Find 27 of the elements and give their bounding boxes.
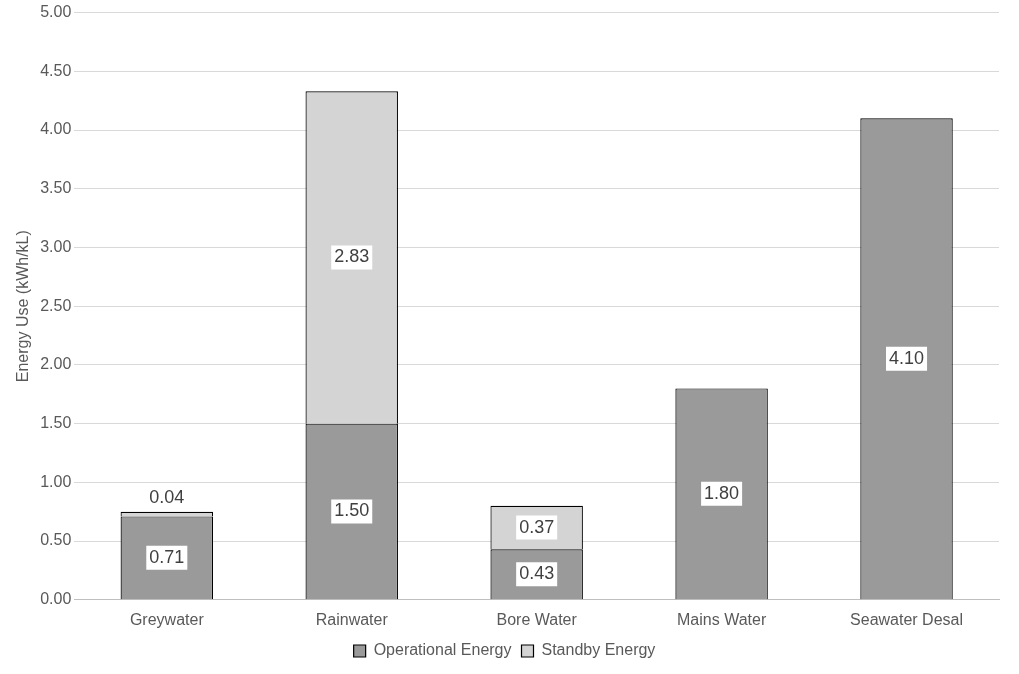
y-tick-label: 2.00 [40, 355, 72, 373]
y-axis-title: Energy Use (kWh/kL) [14, 230, 32, 383]
data-label: 0.71 [149, 546, 185, 567]
data-label: 0.04 [149, 486, 185, 507]
data-label: 0.43 [519, 563, 555, 584]
y-tick-label: 3.50 [40, 179, 72, 197]
data-label: 4.10 [889, 347, 925, 368]
y-tick-label: 1.50 [40, 414, 72, 432]
y-tick-label: 5.00 [40, 3, 72, 21]
x-tick-label: Seawater Desal [850, 610, 964, 628]
data-label: 1.80 [704, 482, 740, 503]
data-label: 1.50 [334, 500, 370, 521]
x-tick-label: Bore Water [496, 610, 578, 628]
y-tick-label: 3.00 [40, 237, 72, 255]
x-tick-label: Rainwater [315, 610, 389, 628]
y-tick-label: 1.00 [40, 472, 72, 490]
y-tick-label: 4.50 [40, 61, 72, 79]
legend-label: Standby Energy [541, 641, 656, 659]
y-tick-label: 0.50 [40, 531, 72, 549]
x-tick-label: Mains Water [677, 610, 767, 628]
x-tick-label: Greywater [129, 610, 205, 628]
y-tick-label: 2.50 [40, 296, 72, 314]
data-label: 2.83 [334, 246, 370, 267]
legend-label: Operational Energy [373, 641, 512, 659]
y-tick-label: 0.00 [40, 590, 72, 608]
y-tick-label: 4.00 [40, 120, 72, 138]
data-label: 0.37 [519, 516, 555, 537]
